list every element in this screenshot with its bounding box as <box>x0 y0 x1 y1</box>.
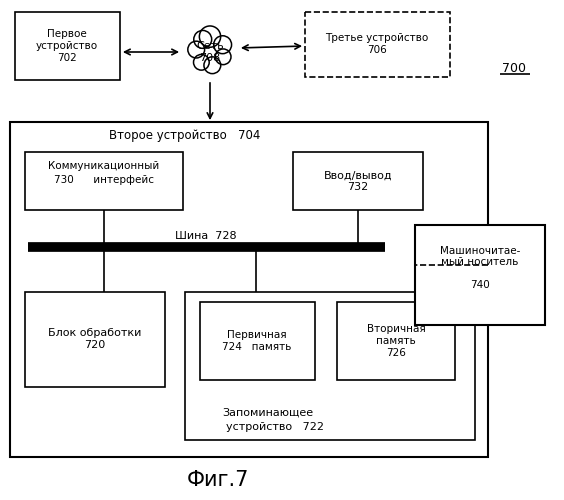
Text: 730      интерфейс: 730 интерфейс <box>54 175 154 185</box>
Text: Коммуникационный: Коммуникационный <box>49 161 160 171</box>
Circle shape <box>199 26 221 47</box>
Text: устройство   722: устройство 722 <box>226 422 324 432</box>
Circle shape <box>188 41 205 58</box>
Bar <box>25 152 183 210</box>
Bar <box>185 292 475 440</box>
Text: Первичная
724   память: Первичная 724 память <box>222 330 292 352</box>
Text: Ввод/вывод
732: Ввод/вывод 732 <box>324 170 393 192</box>
Circle shape <box>204 57 221 74</box>
Text: Блок обработки
720: Блок обработки 720 <box>49 328 142 350</box>
Circle shape <box>214 36 232 54</box>
Text: Запоминающее: Запоминающее <box>222 408 314 418</box>
Bar <box>25 292 165 387</box>
Text: Вторичная
память
726: Вторичная память 726 <box>367 324 425 358</box>
Bar <box>337 302 455 380</box>
Text: Сеть
708: Сеть 708 <box>196 41 224 63</box>
Bar <box>305 12 450 77</box>
Circle shape <box>215 49 231 64</box>
Bar <box>415 225 545 325</box>
Bar <box>10 122 488 457</box>
Text: Машиночитае-
мый носитель

740: Машиночитае- мый носитель 740 <box>440 246 520 290</box>
Bar <box>293 152 423 210</box>
Bar <box>200 302 315 380</box>
Text: Фиг.7: Фиг.7 <box>187 470 249 490</box>
Bar <box>15 12 120 80</box>
Circle shape <box>194 30 212 48</box>
Circle shape <box>192 34 228 70</box>
Text: Третье устройство
706: Третье устройство 706 <box>325 33 429 55</box>
Text: Шина  728: Шина 728 <box>175 231 237 241</box>
Circle shape <box>193 54 209 70</box>
Text: Второе устройство   704: Второе устройство 704 <box>109 130 261 142</box>
Text: Первое
устройство
702: Первое устройство 702 <box>36 30 98 62</box>
Text: 700: 700 <box>502 62 526 74</box>
